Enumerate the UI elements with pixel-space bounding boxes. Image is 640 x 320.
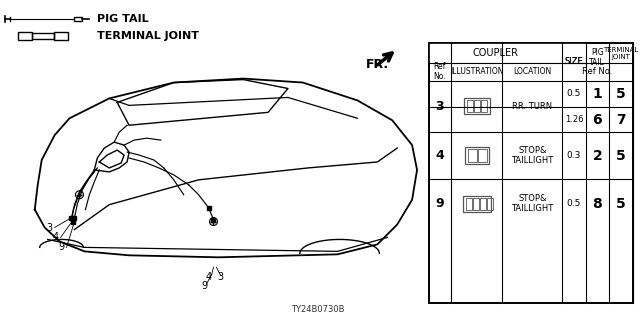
Text: TERMINAL
JOINT: TERMINAL JOINT [603,47,638,60]
Text: SIZE: SIZE [564,57,583,66]
Text: 6: 6 [593,113,602,127]
Text: 4: 4 [205,272,212,282]
Bar [481,100,486,112]
Bar [473,198,479,210]
Bar [429,43,561,62]
Text: Ref
No.: Ref No. [433,62,446,81]
Text: PIG TAIL: PIG TAIL [97,14,149,24]
Text: FR.: FR. [365,58,388,71]
Text: 1.26: 1.26 [564,115,583,124]
Text: STOP&
TAILLIGHT: STOP& TAILLIGHT [511,146,554,165]
Bar [464,99,490,114]
Text: 9: 9 [436,197,444,210]
Bar [18,32,32,40]
Text: 3: 3 [218,272,223,282]
Text: Ref No.: Ref No. [582,67,612,76]
Text: 2: 2 [593,148,602,163]
Text: 9: 9 [202,281,207,291]
Text: SIZE: SIZE [564,57,583,66]
Bar [54,32,68,40]
Text: STOP&
TAILLIGHT: STOP& TAILLIGHT [511,194,554,213]
Bar [467,100,473,112]
Text: 1: 1 [593,87,602,101]
Bar [466,198,472,210]
Text: 5: 5 [616,148,625,163]
Text: 0.5: 0.5 [567,90,581,99]
Bar [477,148,486,163]
Text: 4: 4 [52,232,59,243]
Text: TY24B0730B: TY24B0730B [291,305,344,314]
Text: RR. TURN: RR. TURN [512,102,552,111]
Bar [74,17,83,21]
Bar [486,198,493,210]
Text: 0.5: 0.5 [567,199,581,208]
Text: 3: 3 [436,100,444,113]
Text: 7: 7 [616,113,625,127]
Bar [429,43,632,303]
Bar [479,198,486,210]
Text: ILLUSTRATION: ILLUSTRATION [450,67,504,76]
Text: LOCATION: LOCATION [513,67,552,76]
Bar [474,100,479,112]
Text: TERMINAL JOINT: TERMINAL JOINT [97,31,199,41]
Text: 4: 4 [436,149,444,162]
Bar [468,148,477,163]
Text: 8: 8 [593,197,602,211]
Text: 5: 5 [616,197,625,211]
Text: 3: 3 [47,222,52,233]
Bar [465,147,488,164]
Bar [563,43,586,80]
Bar [463,196,490,212]
Text: 5: 5 [616,87,625,101]
Bar [32,33,54,39]
Text: 9: 9 [58,242,65,252]
Text: PIG
TAIL: PIG TAIL [589,48,605,67]
Text: COUPLER: COUPLER [472,48,518,58]
Bar [429,43,632,303]
Text: 0.3: 0.3 [567,151,581,160]
